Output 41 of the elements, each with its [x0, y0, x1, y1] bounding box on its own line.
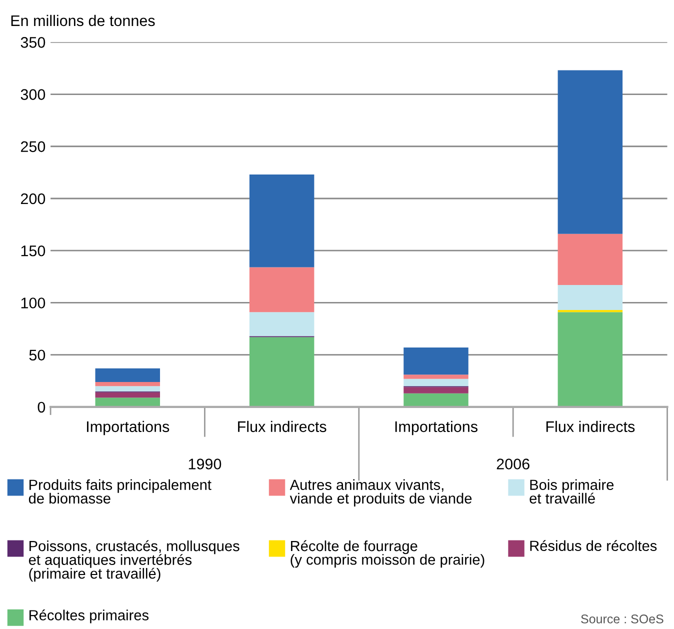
y-tick-label: 300	[20, 89, 46, 100]
bar	[404, 393, 468, 407]
bar	[558, 285, 623, 310]
x-tick-label: Importations	[395, 420, 478, 436]
y-tick-label: 250	[20, 141, 46, 152]
y-tick-label: 50	[29, 350, 46, 361]
legend-label: Récolte de fourrage (y compris moisson de prairie)	[290, 540, 484, 568]
source-note: Source : SOeS	[581, 614, 664, 624]
bar	[404, 378, 468, 386]
y-tick-label: 100	[21, 298, 46, 308]
bar	[95, 398, 160, 407]
legend-label: Récoltes primaires	[30, 610, 149, 624]
bar	[404, 387, 468, 394]
y-tick-label: 150	[21, 245, 46, 256]
y-tick-label: 200	[20, 193, 46, 204]
bar	[558, 234, 623, 286]
bar	[558, 312, 623, 407]
bar	[404, 374, 468, 379]
bar	[95, 392, 160, 398]
x-tick-label: Importations	[87, 420, 170, 436]
x-tick-label: Flux indirects	[546, 420, 635, 432]
bar	[95, 382, 160, 386]
bar	[249, 337, 314, 407]
legend-label: Résidus de récoltes	[530, 540, 657, 552]
text: 2006	[496, 458, 530, 470]
legend-label: Autres animaux vivants, viande et produits de viande	[290, 479, 472, 506]
bar	[249, 312, 314, 336]
legend-label: Produits faits principalement de biomasse	[28, 479, 212, 504]
y-tick-label: 0	[38, 402, 46, 413]
bar	[558, 70, 623, 234]
y-axis-title: En millions de tonnes	[11, 14, 155, 26]
legend-label: Bois primaire et travaillé	[530, 479, 614, 504]
bar	[249, 267, 314, 312]
text: 1990	[188, 458, 222, 470]
x-tick-label: Flux indirects	[238, 420, 326, 432]
legend-label: Poissons, crustacés, mollusques et aquatiques invertébrés (primaire et travaillé)	[28, 540, 240, 582]
bar	[404, 348, 468, 375]
bar	[249, 174, 314, 268]
bar	[95, 386, 160, 392]
bar	[95, 368, 160, 382]
y-tick-label: 350	[20, 37, 46, 48]
